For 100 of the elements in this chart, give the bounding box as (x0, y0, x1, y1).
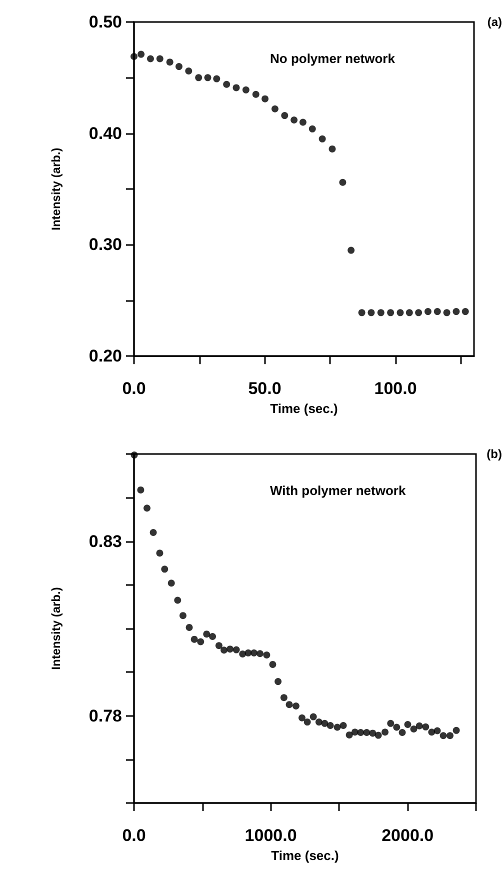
x-tick-label: 2000.0 (382, 826, 434, 845)
x-tick-label: 50.0 (248, 379, 282, 398)
point (369, 730, 376, 737)
x-tick-label: 1000.0 (244, 826, 297, 845)
point (298, 714, 306, 722)
point (428, 728, 436, 736)
point (252, 90, 260, 98)
point (150, 529, 157, 536)
point (339, 178, 346, 186)
point (232, 84, 240, 92)
point (387, 720, 394, 727)
point (130, 452, 138, 459)
point (197, 638, 204, 646)
y-tick-label: 0.20 (88, 346, 122, 366)
point (377, 309, 384, 316)
point (452, 726, 460, 734)
point (146, 55, 154, 62)
point (299, 118, 306, 126)
annotation: No polymer network (270, 51, 396, 66)
point (326, 722, 334, 730)
point (328, 145, 336, 152)
point (250, 649, 258, 656)
point (280, 694, 288, 702)
point (446, 732, 454, 740)
point (226, 646, 234, 653)
point (239, 650, 246, 658)
point (203, 630, 210, 638)
point (406, 309, 413, 316)
point (156, 550, 164, 557)
point (351, 728, 358, 736)
point (310, 713, 317, 720)
point (440, 732, 447, 740)
point (256, 650, 264, 658)
point (363, 729, 370, 736)
point (308, 125, 316, 132)
y-tick-label: 0.40 (88, 124, 122, 143)
point (462, 308, 469, 316)
point (175, 63, 182, 70)
point (452, 308, 460, 316)
point (186, 624, 193, 631)
point (213, 75, 220, 82)
point (137, 486, 144, 494)
point (304, 718, 311, 726)
point (262, 95, 269, 102)
point (292, 702, 300, 710)
point (404, 720, 412, 728)
point (416, 722, 423, 730)
point (274, 678, 282, 686)
x-tick-label: 0.0 (122, 826, 146, 845)
point (424, 308, 432, 316)
point (174, 596, 182, 604)
point (387, 309, 394, 316)
x-tick-label: 100.0 (374, 379, 417, 398)
point (281, 112, 288, 120)
point (334, 724, 341, 731)
point (223, 80, 230, 88)
text: (b) (486, 447, 502, 461)
point (398, 729, 406, 736)
point (415, 309, 422, 316)
point (396, 309, 404, 316)
text: (a) (487, 15, 502, 29)
point (244, 649, 252, 656)
point (321, 720, 328, 727)
point (209, 633, 216, 640)
point (357, 729, 364, 736)
y-tick-label: 0.83 (88, 532, 122, 551)
point (144, 504, 150, 512)
point (434, 308, 441, 316)
point (138, 50, 145, 58)
point (422, 723, 430, 730)
x-tick-label: 0.0 (122, 379, 146, 398)
x-axis-title: Time (sec.) (271, 848, 339, 863)
point (382, 728, 389, 736)
point (346, 731, 353, 738)
point (166, 58, 174, 66)
y-axis-title: Intensity (arb.) (49, 587, 63, 670)
point (290, 116, 298, 124)
y-axis-title: Intensity (arb.) (49, 148, 63, 230)
point (168, 580, 175, 587)
point (368, 309, 375, 316)
x-axis-title: Time (sec.) (270, 401, 338, 416)
annotation: With polymer network (270, 483, 406, 498)
y-tick-label: 0.30 (88, 235, 122, 254)
point (358, 309, 366, 316)
point (315, 718, 322, 726)
point (434, 727, 441, 734)
point (215, 642, 222, 650)
point (393, 724, 400, 731)
point (443, 309, 450, 316)
point (190, 636, 198, 643)
point (232, 646, 240, 654)
point (410, 726, 418, 733)
point (204, 74, 212, 82)
point (348, 246, 355, 254)
point (269, 660, 276, 668)
point (374, 732, 382, 739)
y-tick-label: 0.78 (88, 706, 122, 726)
point (263, 652, 270, 659)
point (271, 105, 278, 112)
point (286, 701, 293, 708)
